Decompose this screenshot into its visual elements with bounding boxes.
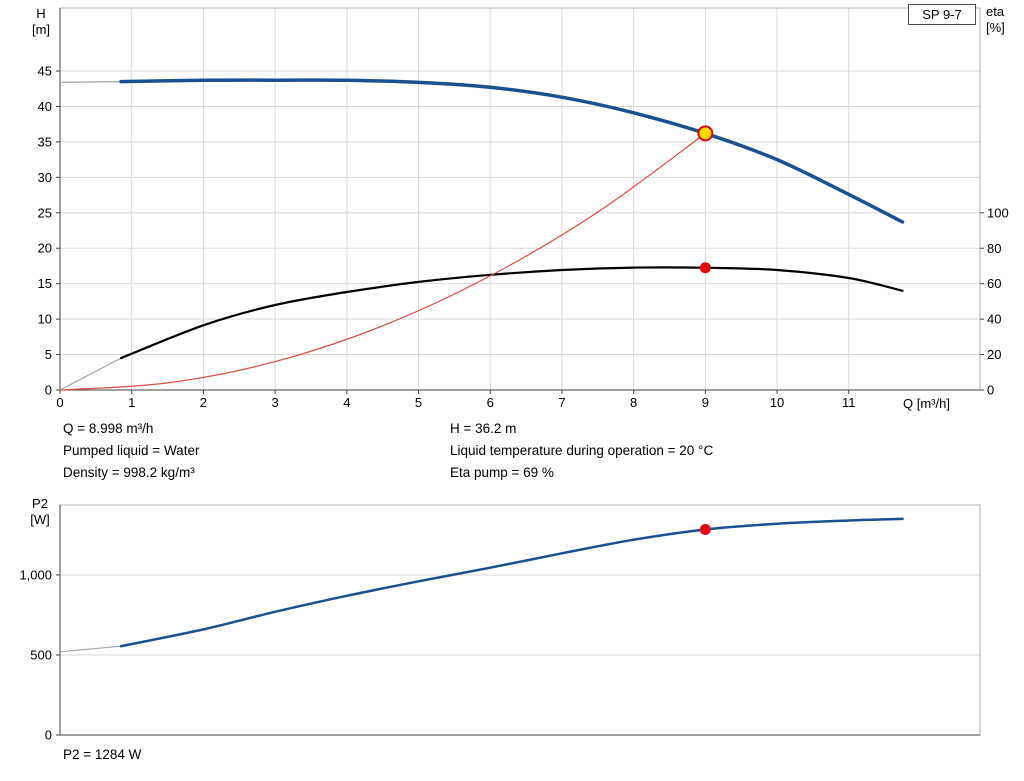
plot-frame — [59, 7, 981, 391]
annotation-head: H = 36.2 m — [450, 421, 517, 436]
x-tick-label: 7 — [558, 395, 565, 410]
y-tick-label: 10 — [38, 312, 52, 327]
y-tick-label: 5 — [45, 347, 52, 362]
head-axis-symbol: H — [36, 6, 46, 21]
eta-tick-label: 60 — [987, 276, 1001, 291]
head-curve-intro — [59, 81, 122, 83]
eta-axis-title: eta [%] — [986, 4, 1022, 36]
head-axis-unit: [m] — [31, 22, 51, 37]
x-tick-label: 9 — [702, 395, 709, 410]
p2-axis-unit: [W] — [30, 512, 50, 527]
x-tick-label: 4 — [343, 395, 350, 410]
eta-tick-label: 100 — [987, 205, 1009, 220]
flow-axis-title: Q [m³/h] — [903, 396, 950, 411]
duty-point[interactable] — [697, 125, 714, 142]
x-tick-label: 5 — [415, 395, 422, 410]
y-tick-label: 500 — [30, 647, 52, 662]
y-tick-label: 20 — [38, 241, 52, 256]
annotation-flow: Q = 8.998 m³/h — [63, 421, 154, 436]
p2-curve-intro — [59, 645, 122, 653]
y-tick-label: 40 — [38, 99, 52, 114]
p2-curve — [119, 517, 904, 648]
eta-tick-label: 20 — [987, 347, 1001, 362]
eta-axis-symbol: eta — [986, 4, 1005, 19]
p2-point[interactable] — [699, 523, 711, 535]
system-curve — [59, 132, 706, 391]
x-tick-label: 3 — [272, 395, 279, 410]
y-tick-label: 25 — [38, 205, 52, 220]
annotation-pumped-liquid: Pumped liquid = Water — [63, 443, 200, 458]
efficiency-curve — [119, 266, 904, 360]
eta-tick-label: 80 — [987, 241, 1001, 256]
head-curve — [119, 78, 905, 224]
x-tick-label: 6 — [487, 395, 494, 410]
x-tick-label: 0 — [56, 395, 63, 410]
p2-axis-symbol: P2 — [32, 496, 48, 511]
x-tick-label: 11 — [842, 395, 856, 410]
annotation-temperature: Liquid temperature during operation = 20… — [450, 443, 714, 458]
x-tick-label: 10 — [770, 395, 784, 410]
head-axis-title: H [m] — [24, 6, 58, 38]
y-tick-label: 45 — [38, 64, 52, 79]
y-tick-label: 1,000 — [19, 567, 52, 582]
pump-model-badge: SP 9-7 — [908, 4, 976, 25]
eta-tick-label: 0 — [987, 383, 994, 398]
x-tick-label: 1 — [128, 395, 135, 410]
eta-point[interactable] — [699, 262, 711, 274]
p2-axis-title: P2 [W] — [22, 496, 58, 528]
y-tick-label: 0 — [45, 383, 52, 398]
x-tick-label: 2 — [200, 395, 207, 410]
plot-frame — [59, 504, 981, 736]
y-tick-label: 15 — [38, 276, 52, 291]
y-tick-label: 0 — [45, 728, 52, 743]
annotation-eta-pump: Eta pump = 69 % — [450, 465, 554, 480]
x-tick-label: 8 — [630, 395, 637, 410]
eta-tick-label: 40 — [987, 312, 1001, 327]
y-tick-label: 30 — [38, 170, 52, 185]
efficiency-curve-intro — [59, 357, 122, 391]
eta-axis-unit: [%] — [986, 20, 1005, 35]
annotation-p2: P2 = 1284 W — [63, 747, 142, 762]
y-tick-label: 35 — [38, 134, 52, 149]
annotation-density: Density = 998.2 kg/m³ — [63, 465, 195, 480]
